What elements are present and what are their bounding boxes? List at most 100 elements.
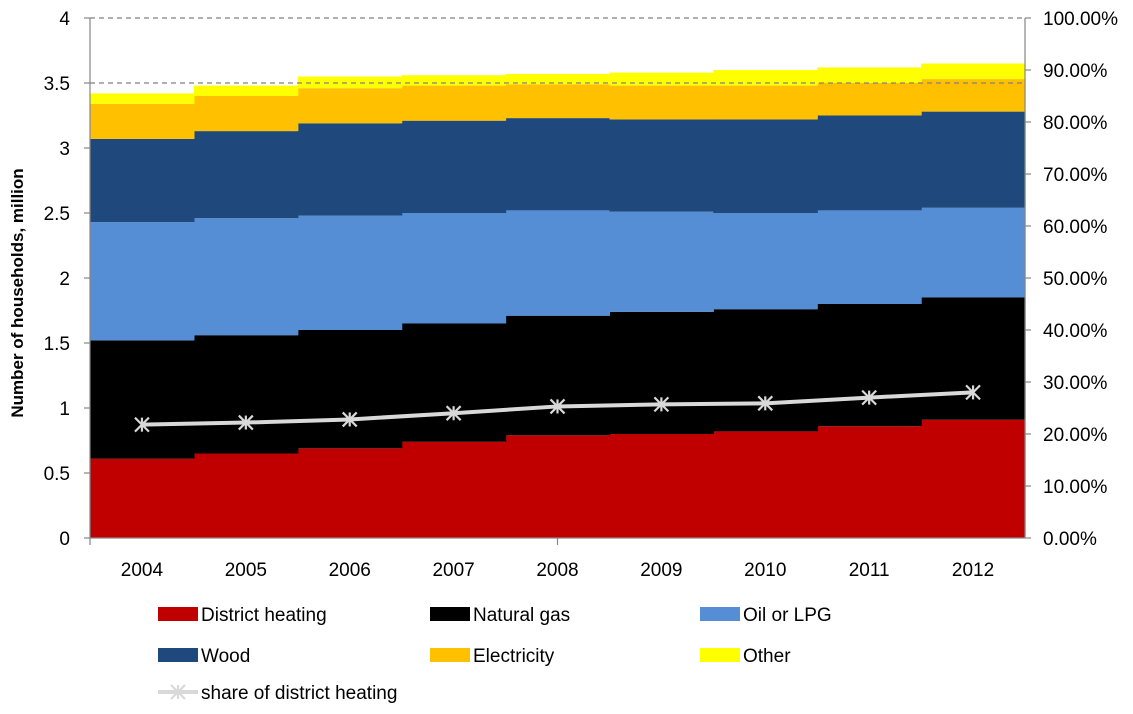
area-segment: [817, 83, 922, 116]
area-segment: [401, 120, 507, 213]
y-tick-label: 0.5: [44, 464, 70, 485]
area-segment: [297, 215, 403, 330]
legend-item: Other: [700, 646, 791, 667]
y2-tick-label: 40.00%: [1043, 321, 1108, 342]
x-tick-label: 2009: [640, 560, 682, 581]
area-segment: [505, 435, 611, 538]
y-tick-label: 4: [59, 9, 70, 30]
share-point: [757, 395, 774, 412]
area-segment: [921, 79, 1026, 112]
area-segment: [609, 72, 714, 86]
area-segment: [297, 123, 403, 216]
series-oil-or-lpg: [90, 207, 1026, 341]
area-segment: [193, 218, 299, 336]
area-segment: [505, 84, 611, 119]
area-segment: [297, 76, 403, 89]
legend-item: District heating: [158, 605, 327, 626]
area-segment: [609, 119, 714, 212]
area-segment: [505, 118, 611, 211]
area-segment: [921, 419, 1026, 538]
area-segment: [505, 73, 611, 85]
x-tick-label: 2004: [121, 560, 164, 581]
area-segment: [297, 330, 403, 449]
series-district-heating: [90, 419, 1026, 538]
area-segment: [90, 138, 195, 223]
y-tick-label: 2.5: [44, 204, 70, 225]
area-segment: [401, 75, 507, 86]
area-segment: [609, 311, 714, 434]
area-segment: [90, 340, 195, 459]
y2-tick-label: 60.00%: [1043, 217, 1108, 238]
area-segment: [609, 85, 714, 120]
legend-label: Natural gas: [473, 605, 570, 626]
area-segment: [90, 103, 195, 139]
area-segment: [193, 85, 299, 96]
legend-label: Oil or LPG: [743, 605, 832, 626]
area-segment: [817, 67, 922, 83]
area-series-group: [90, 63, 1026, 538]
legend-swatch: [158, 648, 198, 662]
y2-tick-label: 30.00%: [1043, 373, 1108, 394]
legend-swatch: [430, 607, 470, 621]
legend-item-line: share of district heating: [158, 683, 397, 704]
series-natural-gas: [90, 297, 1026, 459]
legend-label: Electricity: [473, 646, 555, 667]
legend-item: Wood: [158, 646, 250, 667]
share-point: [134, 416, 150, 433]
area-segment: [505, 210, 611, 316]
legend-line-marker: [170, 684, 186, 700]
legend-label: Wood: [201, 646, 250, 667]
line-series-group: [134, 384, 981, 433]
area-segment: [505, 315, 611, 436]
legend-label: District heating: [201, 605, 327, 626]
y2-tick-label: 50.00%: [1043, 269, 1108, 290]
series-other: [90, 63, 1026, 104]
x-tick-label: 2006: [329, 560, 371, 581]
area-segment: [401, 85, 507, 121]
area-segment: [921, 297, 1026, 420]
x-tick-label: 2010: [744, 560, 786, 581]
area-segment: [921, 63, 1026, 80]
area-segment: [193, 335, 299, 454]
area-segment: [713, 119, 818, 213]
area-segment: [817, 426, 922, 538]
legend-swatch: [430, 648, 470, 662]
legend-item: Oil or LPG: [700, 605, 832, 626]
y-tick-label: 0: [59, 529, 70, 550]
legend-item: Electricity: [430, 646, 555, 667]
y-tick-label: 1.5: [44, 334, 70, 355]
area-segment: [90, 222, 195, 341]
y2-tick-label: 100.00%: [1043, 9, 1118, 30]
area-segment: [193, 96, 299, 132]
area-segment: [90, 458, 195, 538]
legend-swatch: [700, 607, 740, 621]
x-tick-label: 2005: [225, 560, 267, 581]
y2-tick-label: 90.00%: [1043, 61, 1108, 82]
y2-tick-label: 70.00%: [1043, 165, 1108, 186]
share-point: [549, 398, 566, 415]
area-segment: [609, 211, 714, 312]
y2-tick-label: 0.00%: [1043, 529, 1097, 550]
area-segment: [401, 213, 507, 324]
legend: District heating Natural gas Oil or LPG Woo…: [158, 605, 832, 704]
axes: [84, 17, 1031, 545]
area-segment: [817, 304, 922, 427]
series-wood: [90, 111, 1026, 223]
share-point: [653, 396, 670, 413]
area-segment: [609, 434, 714, 538]
area-segment: [297, 88, 403, 124]
area-segment: [401, 441, 507, 538]
legend-swatch: [158, 607, 198, 621]
share-point: [965, 384, 981, 401]
y-axis-title: Number of households, million: [8, 168, 27, 417]
share-point: [861, 389, 877, 406]
y2-tick-label: 10.00%: [1043, 477, 1108, 498]
y-tick-label: 3: [59, 139, 70, 160]
axis-labels: 00.511.522.533.540.00%10.00%20.00%30.00%…: [8, 9, 1118, 581]
y-tick-label: 1: [59, 399, 70, 420]
area-segment: [193, 131, 299, 219]
area-segment: [713, 213, 818, 310]
area-segment: [297, 448, 403, 538]
area-segment: [90, 93, 195, 104]
